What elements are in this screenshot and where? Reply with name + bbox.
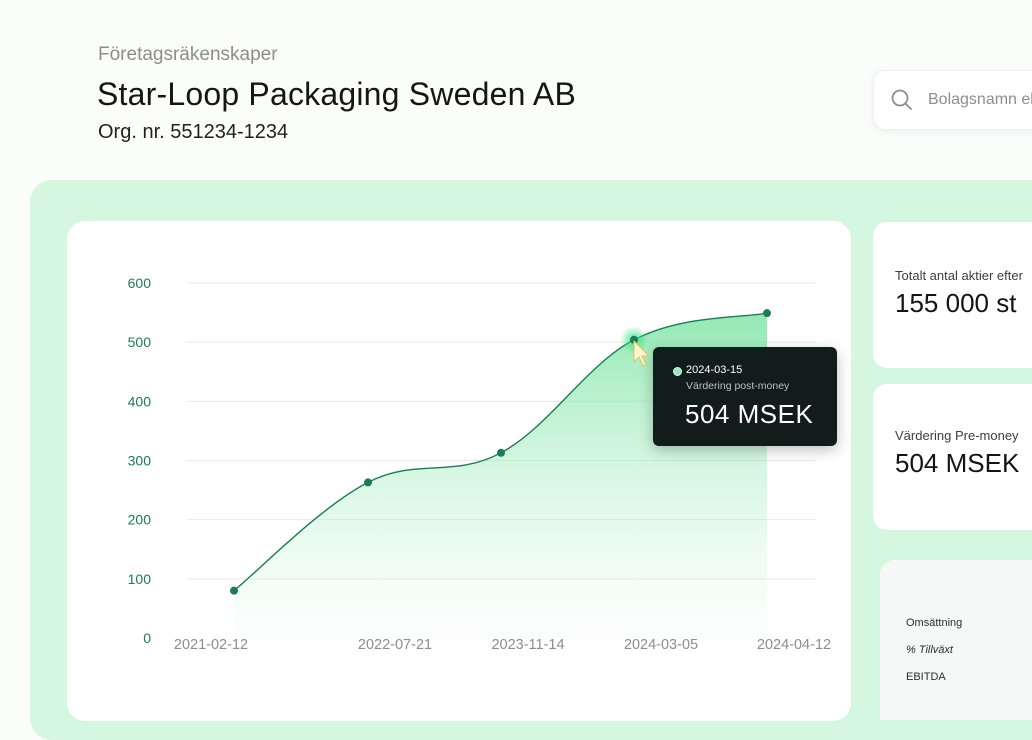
x-tick-label: 2024-03-05 (624, 637, 698, 653)
data-point[interactable] (630, 335, 638, 344)
y-tick-label: 100 (128, 571, 152, 587)
stat-value: 504 MSEK (895, 448, 1020, 478)
x-tick-label: 2021-02-12 (174, 637, 248, 653)
stat-label: Totalt antal aktier efter (895, 268, 1023, 283)
tooltip-date: 2024-03-15 (686, 364, 743, 376)
tooltip-dot (673, 367, 682, 376)
search-input[interactable] (926, 85, 1032, 115)
company-name: Star-Loop Packaging Sweden AB (97, 76, 577, 112)
y-tick-label: 200 (128, 512, 152, 528)
page-subtitle: Företagsräkenskaper (98, 44, 278, 65)
stat-card-pre-money: Värdering Pre-money 504 MSEK (873, 384, 1032, 530)
valuation-area (234, 313, 767, 638)
org-number: Org. nr. 551234-1234 (98, 121, 289, 143)
financials-row-label: Omsättning (906, 617, 963, 629)
data-point[interactable] (364, 478, 372, 487)
x-tick-label: 2022-07-21 (358, 637, 432, 653)
y-tick-label: 400 (128, 393, 152, 409)
chart-tooltip: 2024-03-15 Värdering post-money 504 MSEK (653, 347, 837, 446)
valuation-chart: 0 100 200 300 400 500 600 2021-02-12 2022-07-21… (128, 275, 831, 653)
y-tick-label: 300 (128, 453, 152, 469)
tooltip-label: Värdering post-money (686, 380, 790, 392)
search-icon (890, 88, 914, 112)
stat-label: Värdering Pre-money (895, 428, 1019, 443)
data-point[interactable] (763, 309, 771, 318)
search-box[interactable] (873, 70, 1032, 130)
y-tick-label: 600 (128, 275, 152, 291)
tooltip-value: 504 MSEK (685, 399, 814, 429)
data-point[interactable] (230, 586, 238, 595)
y-tick-label: 500 (128, 334, 152, 350)
stat-value: 155 000 st (895, 288, 1017, 318)
valuation-chart-card: 0 100 200 300 400 500 600 2021-02-12 2022-07-21… (67, 221, 851, 721)
stat-card-total-shares: Totalt antal aktier efter 155 000 st (873, 222, 1032, 368)
x-tick-label: 2024-04-12 (757, 637, 831, 653)
financials-row-label: % Tillväxt (906, 644, 953, 656)
y-tick-label: 0 (143, 630, 151, 646)
financials-row-label: EBITDA (906, 671, 946, 683)
mouse-cursor-icon (633, 340, 650, 367)
financials-table-card: Omsättning % Tillväxt EBITDA (880, 560, 1032, 720)
data-point[interactable] (497, 448, 505, 457)
x-tick-label: 2023-11-14 (491, 637, 564, 653)
